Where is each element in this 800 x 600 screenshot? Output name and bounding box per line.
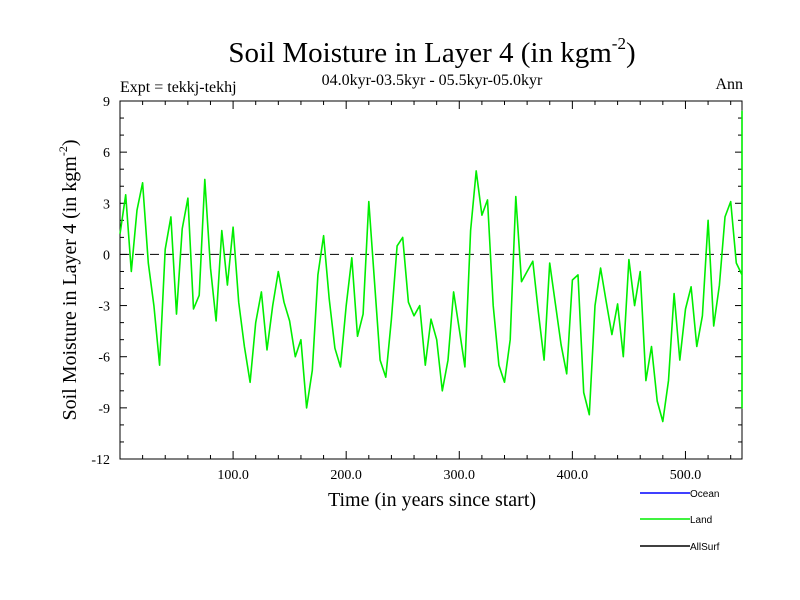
y-tick-label: -12 — [91, 453, 110, 468]
legend: Ocean Land AllSurf — [640, 489, 720, 553]
legend-label: Land — [690, 515, 712, 526]
legend-label: Ocean — [690, 489, 719, 500]
x-tick-label: 200.0 — [330, 468, 362, 483]
y-tick-label: -6 — [98, 351, 110, 366]
plot-frame — [119, 100, 743, 460]
x-tick-label: 400.0 — [557, 468, 589, 483]
y-axis-label-close: ) — [59, 139, 81, 146]
x-tick-labels: 100.0 200.0 300.0 400.0 500.0 — [217, 468, 701, 483]
chart-title: Soil Moisture in Layer 4 (in kgm-2) — [228, 34, 635, 69]
y-tick-label: 6 — [103, 146, 110, 161]
series-line-land — [119, 110, 743, 423]
x-axis-label: Time (in years since start) — [328, 489, 536, 511]
y-axis-label-sup: -2 — [56, 146, 70, 156]
y-tick-label: -3 — [98, 300, 110, 315]
y-tick-label: -9 — [98, 402, 110, 417]
y-tick-label: 3 — [103, 197, 110, 212]
period-label: Ann — [715, 76, 743, 93]
y-tick-labels: 9 6 3 0 -3 -6 -9 -12 — [91, 95, 110, 468]
chart-subtitle: 04.0kyr-03.5kyr - 05.5kyr-05.0kyr — [322, 72, 543, 89]
experiment-label: Expt = tekkj-tekhj — [120, 79, 237, 96]
chart-title-close: ) — [626, 37, 636, 69]
chart-title-sup: -2 — [612, 34, 626, 53]
y-tick-label: 0 — [103, 248, 110, 263]
axis-ticks — [120, 100, 742, 460]
y-axis-label: Soil Moisture in Layer 4 (in kgm-2) — [56, 139, 81, 420]
legend-label: AllSurf — [690, 542, 720, 553]
chart-title-text: Soil Moisture in Layer 4 (in kgm — [228, 37, 612, 69]
x-tick-label: 300.0 — [444, 468, 476, 483]
y-tick-label: 9 — [103, 95, 110, 110]
x-tick-label: 500.0 — [670, 468, 702, 483]
x-tick-label: 100.0 — [217, 468, 249, 483]
y-axis-label-text: Soil Moisture in Layer 4 (in kgm — [59, 156, 81, 421]
